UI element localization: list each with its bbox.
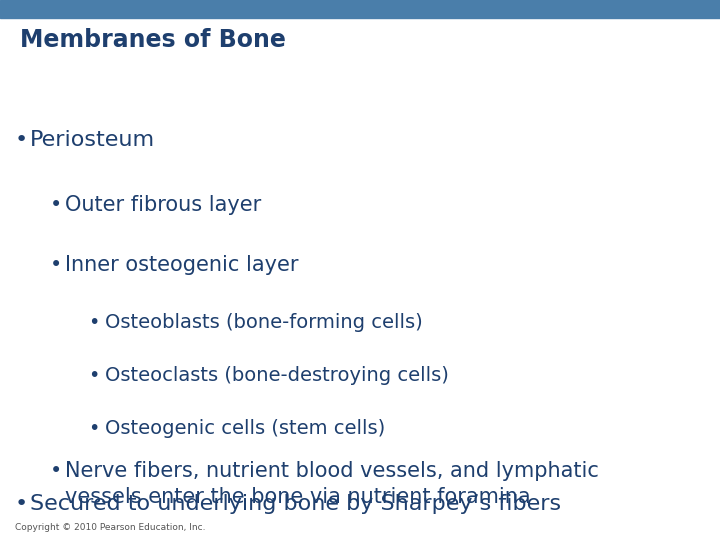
Text: Nerve fibers, nutrient blood vessels, and lymphatic
vessels enter the bone via n: Nerve fibers, nutrient blood vessels, an… [65, 461, 599, 507]
Text: •: • [88, 313, 99, 332]
Text: Inner osteogenic layer: Inner osteogenic layer [65, 255, 299, 275]
Text: Copyright © 2010 Pearson Education, Inc.: Copyright © 2010 Pearson Education, Inc. [15, 523, 205, 532]
Text: •: • [50, 195, 62, 215]
Text: Periosteum: Periosteum [30, 130, 155, 150]
Bar [0, 0, 720, 18]
Text: Membranes of Bone: Membranes of Bone [20, 28, 286, 52]
Text: •: • [50, 461, 62, 481]
Text: Osteoclasts (bone-destroying cells): Osteoclasts (bone-destroying cells) [105, 366, 449, 385]
Text: •: • [50, 255, 62, 275]
Text: •: • [15, 130, 28, 150]
Text: Secured to underlying bone by Sharpey’s fibers: Secured to underlying bone by Sharpey’s … [30, 494, 561, 514]
Text: Osteoblasts (bone-forming cells): Osteoblasts (bone-forming cells) [105, 313, 423, 332]
Text: •: • [88, 419, 99, 438]
Text: Outer fibrous layer: Outer fibrous layer [65, 195, 261, 215]
Text: Osteogenic cells (stem cells): Osteogenic cells (stem cells) [105, 419, 385, 438]
Text: •: • [15, 494, 28, 514]
Text: •: • [88, 366, 99, 385]
